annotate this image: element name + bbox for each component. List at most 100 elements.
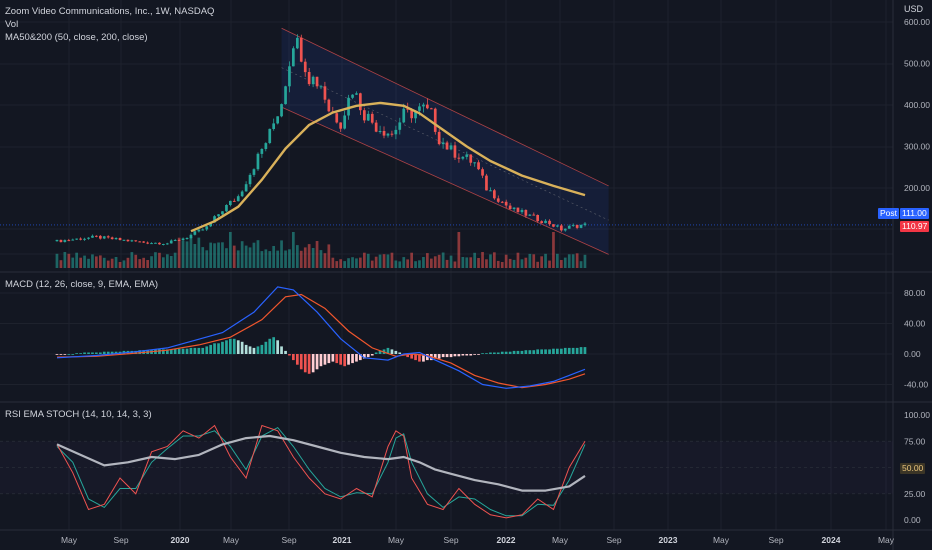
macd-hist-119 xyxy=(524,350,528,354)
regression-channel xyxy=(281,27,609,255)
candle-body-21 xyxy=(138,241,142,243)
candle-body-1 xyxy=(59,239,63,243)
macd-tick-3: -40.00 xyxy=(904,380,928,390)
volume-bar-33 xyxy=(185,241,189,268)
channel-lower-line xyxy=(281,106,609,255)
stoch-d-line xyxy=(56,426,586,517)
volume-bar-43 xyxy=(225,248,228,268)
volume-bar-126 xyxy=(552,232,555,268)
macd-hist-131 xyxy=(571,347,575,354)
macd-hist-43 xyxy=(225,340,228,354)
macd-hist-6 xyxy=(79,353,82,354)
macd-tick-1: 40.00 xyxy=(904,319,926,329)
macd-hist-45 xyxy=(232,338,236,355)
volume-bar-76 xyxy=(355,258,358,268)
candle-body-0 xyxy=(55,239,59,242)
rsi-indicator-label[interactable]: RSI EMA STOCH (14, 10, 14, 3, 3) xyxy=(5,409,152,420)
volume-bar-91 xyxy=(414,261,417,268)
volume-bar-19 xyxy=(130,252,134,268)
macd-hist-9 xyxy=(91,352,94,354)
candle-body-89 xyxy=(406,108,409,110)
macd-hist-126 xyxy=(552,348,555,354)
volume-bar-110 xyxy=(489,254,492,268)
macd-hist-26 xyxy=(158,349,161,354)
candle-body-55 xyxy=(272,123,275,129)
volume-bar-9 xyxy=(91,254,94,268)
candle-body-2 xyxy=(63,240,67,242)
candle-body-34 xyxy=(189,234,193,238)
macd-hist-65 xyxy=(311,354,315,373)
candle-body-25 xyxy=(154,242,157,244)
candle-body-91 xyxy=(414,110,417,119)
volume-bar-38 xyxy=(205,250,209,268)
volume-bar-5 xyxy=(75,252,78,268)
macd-hist-3 xyxy=(67,354,71,355)
volume-bar-86 xyxy=(394,260,398,268)
candle-body-82 xyxy=(378,131,382,132)
rsi-stoch-pane[interactable] xyxy=(0,424,893,519)
volume-bar-112 xyxy=(496,260,500,268)
macd-hist-87 xyxy=(398,352,402,354)
candle-body-121 xyxy=(532,214,536,216)
candle-body-54 xyxy=(268,128,272,143)
candle-body-77 xyxy=(359,93,362,111)
volume-bar-62 xyxy=(299,250,303,268)
volume-bar-66 xyxy=(315,241,319,268)
macd-hist-4 xyxy=(71,354,75,355)
macd-hist-27 xyxy=(162,349,165,354)
volume-bar-70 xyxy=(331,257,335,268)
candle-body-5 xyxy=(75,238,78,240)
volume-bar-36 xyxy=(197,237,201,268)
macd-pane[interactable] xyxy=(0,286,893,389)
volume-bar-80 xyxy=(370,260,374,268)
macd-hist-114 xyxy=(504,351,508,354)
macd-hist-55 xyxy=(272,337,275,354)
volume-bar-73 xyxy=(343,261,346,268)
macd-indicator-label[interactable]: MACD (12, 26, close, 9, EMA, EMA) xyxy=(5,279,159,290)
volume-bar-46 xyxy=(236,250,240,268)
macd-hist-10 xyxy=(95,352,98,354)
candle-body-115 xyxy=(508,205,512,209)
volume-label[interactable]: Vol xyxy=(5,19,19,30)
candle-body-134 xyxy=(583,223,587,226)
volume-bar-111 xyxy=(493,252,496,268)
price-tick-2: 400.00 xyxy=(904,100,930,110)
macd-hist-34 xyxy=(189,347,193,354)
candle-body-85 xyxy=(390,133,394,135)
volume-bar-116 xyxy=(512,259,516,268)
volume-bar-130 xyxy=(567,254,571,268)
macd-hist-89 xyxy=(406,354,409,358)
rsi-tick-3: 25.00 xyxy=(904,489,926,499)
candle-body-37 xyxy=(201,229,205,231)
volume-bar-103 xyxy=(461,257,465,268)
macd-hist-134 xyxy=(583,347,587,354)
candle-body-105 xyxy=(469,154,473,163)
volume-bar-32 xyxy=(181,240,185,268)
candle-body-14 xyxy=(110,237,114,240)
macd-hist-108 xyxy=(481,353,484,354)
macd-hist-128 xyxy=(560,348,563,354)
macd-hist-63 xyxy=(303,354,307,373)
candle-body-127 xyxy=(556,225,559,227)
volume-bar-64 xyxy=(307,244,311,268)
volume-bar-127 xyxy=(556,253,559,268)
macd-hist-82 xyxy=(378,350,382,354)
candle-body-19 xyxy=(130,240,134,242)
candle-body-107 xyxy=(477,162,480,170)
time-tick-13: Sep xyxy=(768,535,783,545)
macd-hist-124 xyxy=(544,349,547,354)
candle-body-41 xyxy=(217,214,220,217)
macd-hist-121 xyxy=(532,350,536,354)
candlesticks[interactable] xyxy=(55,34,587,246)
candle-body-33 xyxy=(185,238,189,239)
candle-body-102 xyxy=(457,157,461,159)
ma-indicator-label[interactable]: MA50&200 (50, close, 200, close) xyxy=(5,32,148,43)
volume-bar-101 xyxy=(453,261,457,268)
rsi-tick-0: 100.00 xyxy=(904,410,930,420)
price-tick-3: 300.00 xyxy=(904,142,930,152)
candle-body-58 xyxy=(284,86,287,105)
macd-hist-28 xyxy=(166,349,169,354)
volume-bar-106 xyxy=(473,252,476,268)
volume-bar-53 xyxy=(264,249,268,268)
